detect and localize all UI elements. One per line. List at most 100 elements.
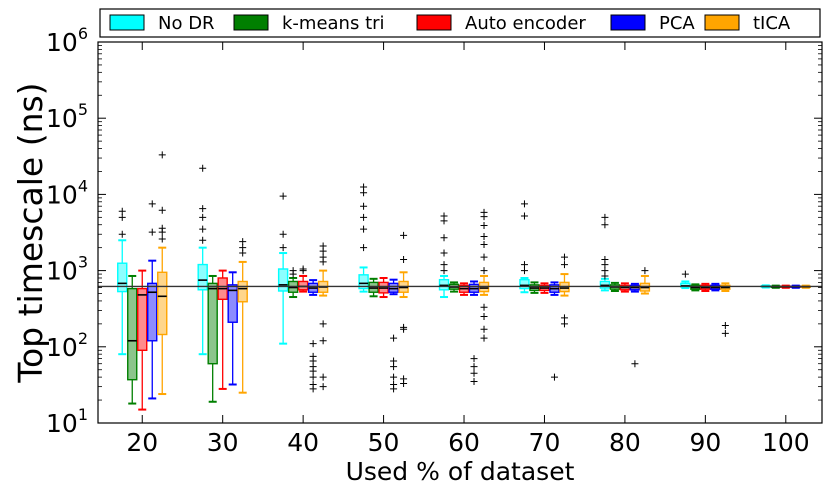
y-tick-exponent: 6	[78, 24, 88, 43]
box	[438, 212, 450, 299]
box	[720, 282, 731, 337]
box	[217, 269, 228, 390]
outlier-marker	[309, 352, 317, 360]
y-tick-label: 105	[46, 100, 88, 133]
legend-label: Auto encoder	[465, 13, 586, 34]
outlier-marker	[480, 267, 488, 275]
box	[478, 208, 490, 342]
outlier-marker	[199, 236, 207, 244]
box	[117, 207, 128, 356]
box-iqr	[237, 280, 248, 303]
outlier-marker	[319, 337, 327, 345]
y-tick-exponent: 4	[78, 176, 88, 195]
outlier-marker	[470, 369, 478, 377]
y-tick-label: 102	[46, 329, 88, 362]
outlier-marker	[158, 224, 166, 232]
plot-area	[98, 151, 822, 411]
box	[700, 282, 711, 292]
outlier-marker	[148, 200, 156, 208]
outlier-marker	[560, 320, 568, 328]
outlier-marker	[480, 334, 488, 342]
outlier-marker	[319, 383, 327, 391]
outlier-marker	[520, 212, 528, 220]
box	[137, 269, 148, 411]
outlier-marker	[360, 183, 368, 191]
x-tick-label: 80	[609, 428, 641, 457]
outlier-marker	[239, 244, 247, 252]
outlier-marker	[390, 381, 398, 389]
legend-swatch	[704, 14, 740, 31]
outlier-marker	[239, 238, 247, 246]
box	[398, 231, 409, 387]
legend-label: k-means tri	[282, 13, 385, 34]
x-tick-label: 90	[689, 428, 721, 457]
outlier-marker	[480, 233, 488, 241]
legend-label: No DR	[158, 13, 215, 34]
outlier-marker	[520, 267, 528, 275]
outlier-marker	[440, 249, 448, 257]
outlier-marker	[319, 373, 327, 381]
outlier-marker	[158, 235, 166, 243]
box	[287, 267, 299, 299]
y-tick-exponent: 3	[78, 253, 88, 272]
x-tick-label: 40	[287, 428, 319, 457]
box	[680, 270, 691, 290]
outlier-marker	[360, 225, 368, 233]
box-iqr	[388, 282, 399, 293]
box-iqr	[157, 271, 168, 336]
outlier-marker	[470, 378, 478, 386]
outlier-marker	[721, 322, 729, 330]
legend-item: PCA	[610, 13, 695, 34]
outlier-marker	[390, 334, 398, 342]
legend-swatch	[610, 14, 646, 31]
legend-swatch	[109, 14, 145, 31]
box	[539, 282, 550, 294]
box	[690, 283, 701, 292]
box	[227, 271, 238, 386]
outlier-marker	[601, 267, 609, 275]
series-pca	[147, 200, 801, 400]
outlier-marker	[681, 270, 689, 278]
outlier-marker	[641, 267, 649, 275]
outlier-marker	[440, 267, 448, 275]
box	[197, 164, 208, 356]
box	[468, 280, 480, 386]
legend-item: No DR	[109, 13, 215, 34]
outlier-marker	[520, 200, 528, 208]
outlier-marker	[470, 363, 478, 371]
outlier-marker	[309, 381, 317, 389]
outlier-marker	[601, 213, 609, 221]
x-tick-label: 50	[368, 428, 400, 457]
box	[599, 213, 611, 292]
box-iqr	[137, 287, 148, 351]
box-iqr	[358, 274, 369, 290]
outlier-marker	[309, 373, 317, 381]
outlier-marker	[480, 208, 488, 216]
outlier-marker	[480, 312, 488, 320]
y-tick-label: 101	[46, 405, 88, 438]
outlier-marker	[148, 228, 156, 236]
outlier-marker	[390, 357, 398, 365]
outlier-marker	[560, 261, 568, 269]
box-iqr	[127, 287, 138, 381]
outlier-marker	[279, 230, 287, 238]
outlier-marker	[400, 375, 408, 383]
box-iqr	[147, 282, 158, 342]
box	[458, 282, 470, 296]
outlier-marker	[560, 253, 568, 261]
y-tick-label: 106	[46, 24, 88, 57]
outlier-marker	[319, 242, 327, 250]
outlier-marker	[118, 207, 126, 215]
outlier-marker	[550, 373, 558, 381]
box	[388, 278, 399, 393]
outlier-marker	[480, 253, 488, 261]
box-iqr	[117, 262, 128, 293]
outlier-marker	[400, 323, 408, 331]
box-iqr	[197, 263, 208, 291]
outlier-marker	[199, 164, 207, 172]
box	[519, 200, 530, 294]
box-iqr	[227, 284, 238, 323]
outlier-marker	[319, 320, 327, 328]
axes: 101 102 103 104 105 106 20 30 40 50 60 70 80 90 100	[46, 24, 822, 457]
x-axis-label: Used % of dataset	[346, 457, 575, 486]
